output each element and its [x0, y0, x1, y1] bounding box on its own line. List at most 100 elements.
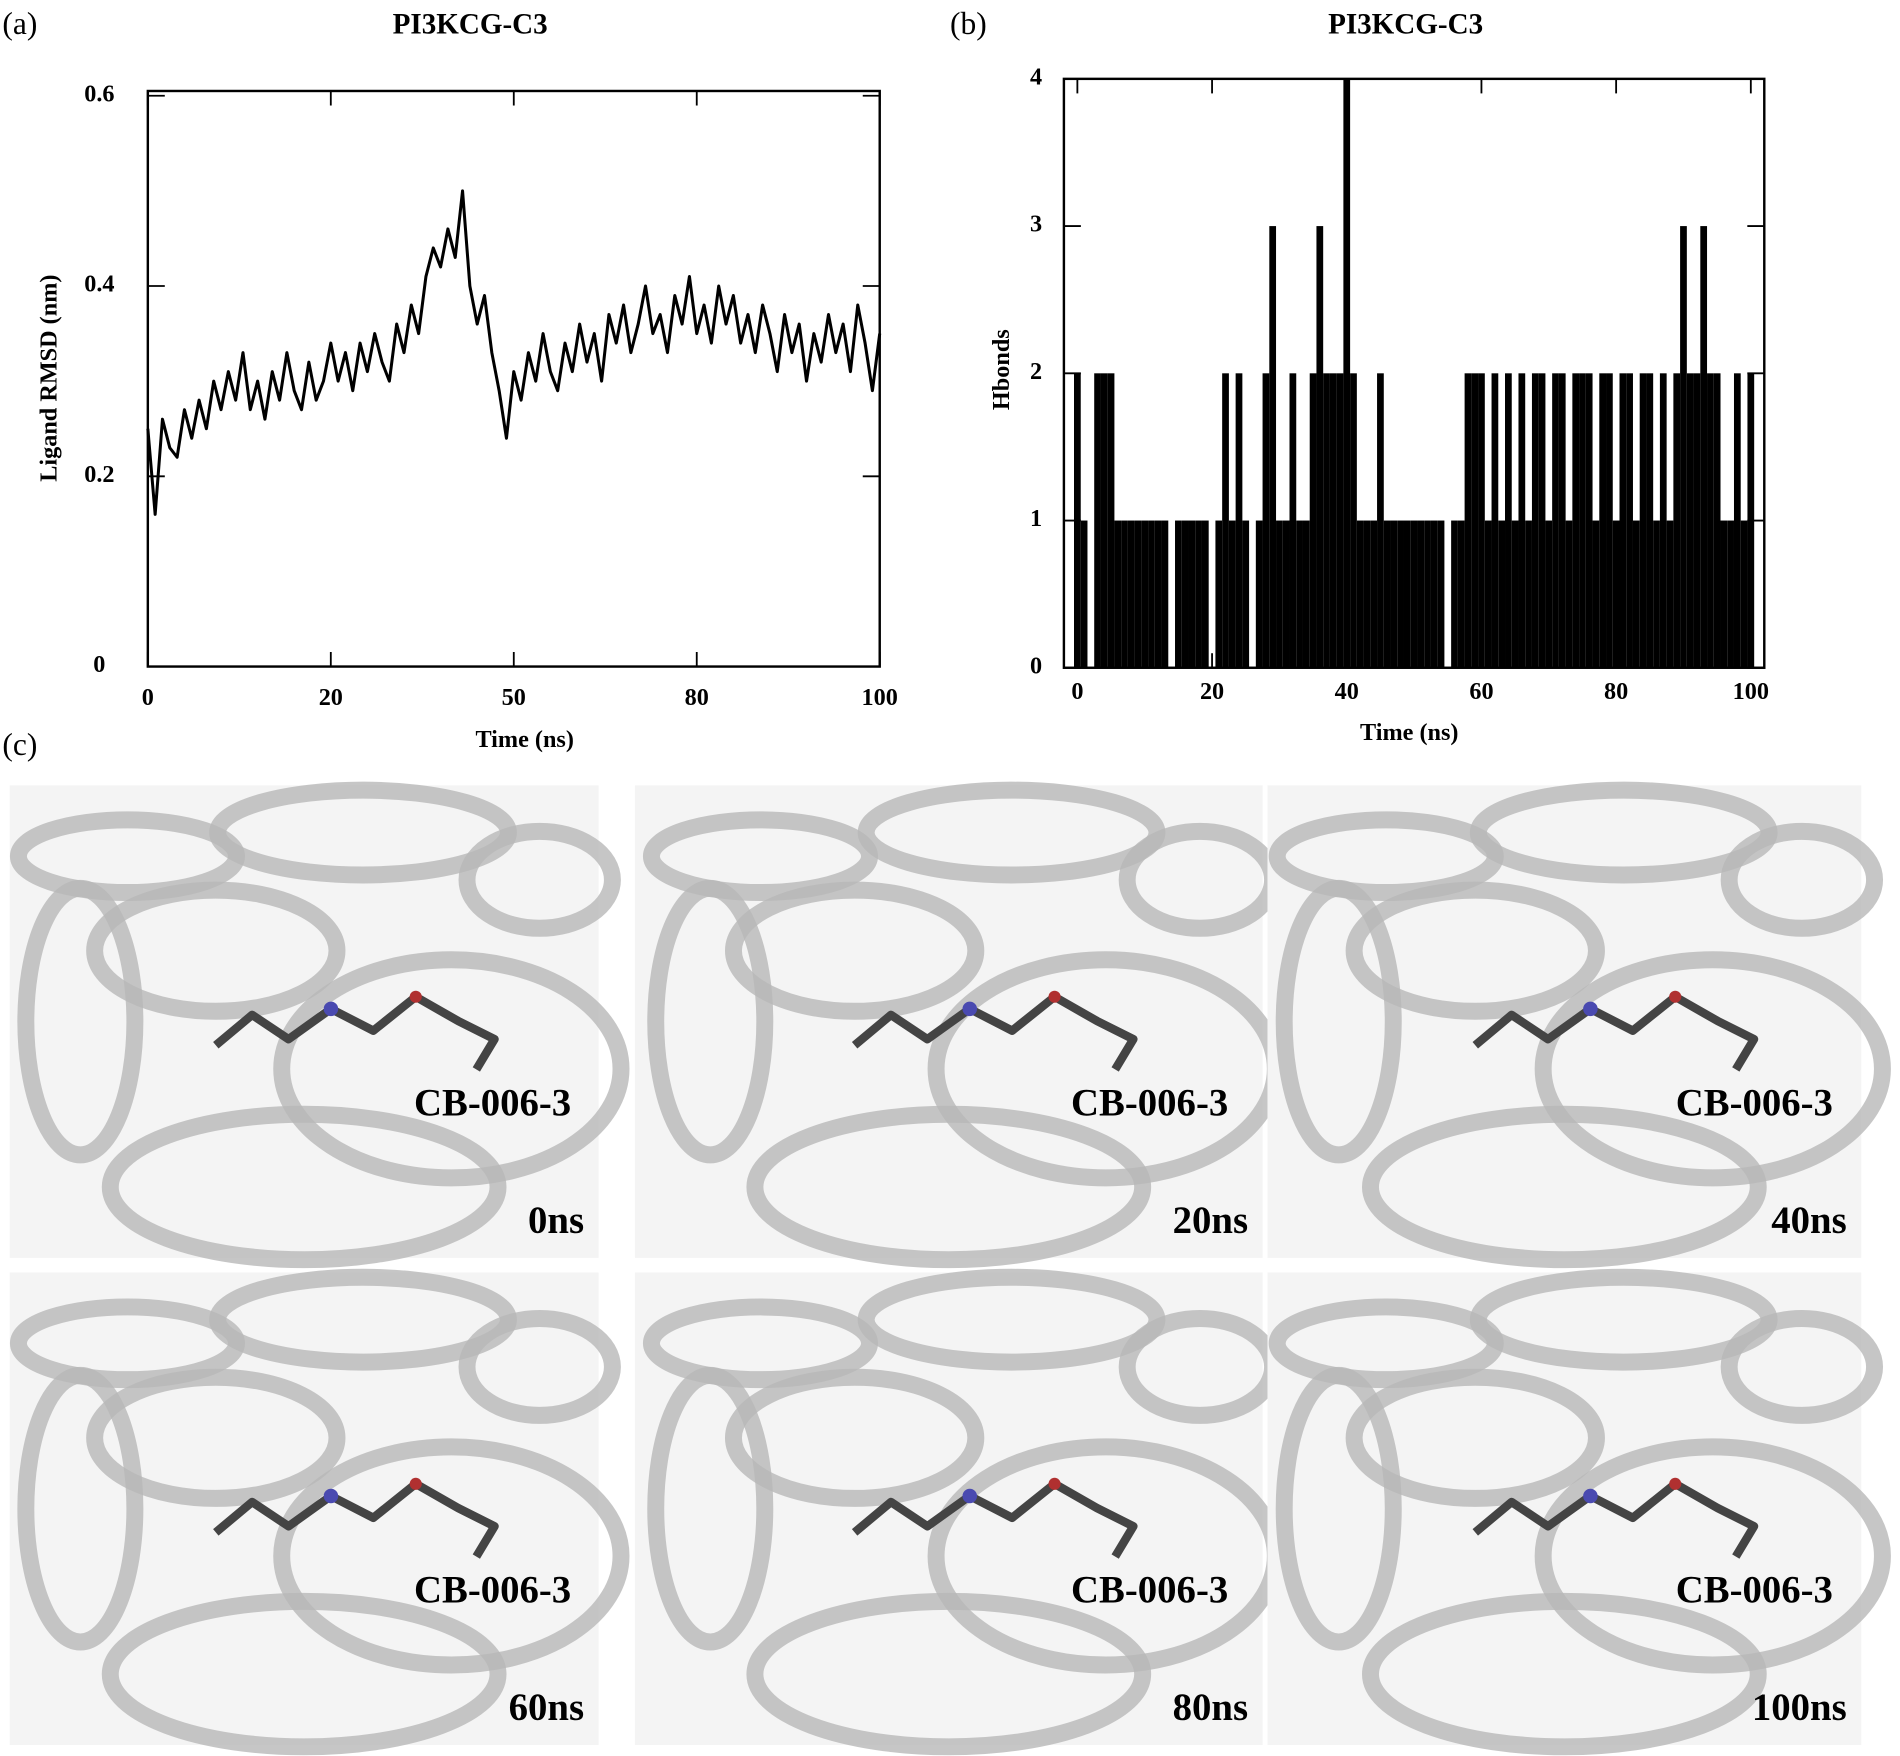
x-tick-label: 20 — [1200, 678, 1224, 705]
hbond-bar — [1713, 373, 1721, 668]
y-tick-label: 0 — [1030, 652, 1042, 679]
hbond-bar — [1323, 373, 1330, 668]
protein-ribbon — [1345, 881, 1605, 1020]
y-tick-label: 0.4 — [84, 271, 114, 298]
hbond-bar — [1451, 520, 1458, 668]
chart-title: PI3KCG-C3 — [393, 8, 548, 40]
hbond-bar — [1397, 520, 1404, 668]
ligand-atom — [323, 1488, 339, 1504]
y-axis-label: Ligand RMSD (nm) — [35, 275, 62, 482]
protein-ribbon — [1361, 1105, 1767, 1269]
hbond-bar — [1646, 373, 1654, 668]
hbond-bar — [1437, 520, 1445, 668]
hbond-bar — [1612, 520, 1620, 668]
protein-ribbon — [647, 1366, 774, 1651]
protein-ribbon — [86, 881, 346, 1020]
ligand-atom — [1048, 1477, 1061, 1490]
protein-ribbon — [101, 1105, 507, 1269]
x-tick-label: 100 — [862, 684, 898, 711]
hbond-bar — [1579, 373, 1586, 668]
snapshot-panel: CB-006-3 20ns — [634, 781, 1284, 1269]
x-tick-label: 80 — [685, 684, 709, 711]
ligand-stick — [213, 1479, 499, 1559]
snapshot-panel: CB-006-3 80ns — [634, 1268, 1284, 1756]
plot-frame — [146, 89, 881, 668]
protein-ribbon — [1534, 1438, 1891, 1674]
protein-ribbon — [17, 1366, 144, 1651]
hbond-bar — [1302, 520, 1310, 668]
ligand-label: CB-006-3 — [1676, 1569, 1833, 1612]
protein-ribbon — [647, 879, 774, 1164]
protein-ribbon — [642, 1298, 879, 1389]
ligand-atom — [1669, 990, 1682, 1003]
x-axis-label: Time (ns) — [475, 726, 573, 753]
ligand-atom — [1048, 990, 1061, 1003]
hbond-bar — [1390, 520, 1398, 668]
hbond-bar — [1242, 520, 1250, 668]
hbond-bar — [1626, 373, 1633, 668]
hbond-bar — [1511, 520, 1519, 668]
hbond-bar — [1269, 226, 1277, 668]
hbond-bar — [1114, 520, 1122, 668]
hbond-bar — [1606, 373, 1613, 668]
ligand-atom — [962, 1488, 978, 1504]
panel-label: (c) — [2, 727, 37, 762]
hbond-bar — [1195, 520, 1202, 668]
hbond-bar — [1538, 373, 1546, 668]
ligand-stick — [851, 992, 1138, 1072]
hbond-bar — [1457, 520, 1465, 668]
protein-ribbon — [273, 951, 630, 1187]
x-tick-label: 60 — [1469, 678, 1493, 705]
protein-ribbon — [1275, 1366, 1402, 1651]
hbond-bar — [1343, 78, 1351, 668]
ligand-atom — [323, 1001, 339, 1017]
ligand-label: CB-006-3 — [1071, 1569, 1228, 1612]
ligand-atom — [962, 1001, 978, 1017]
x-tick-label: 20 — [319, 684, 343, 711]
hbond-bar — [1134, 520, 1142, 668]
hbond-bar — [1498, 520, 1506, 668]
ligand-stick — [1472, 1479, 1759, 1559]
hbond-bar — [1356, 520, 1364, 668]
hbond-bar — [1599, 373, 1607, 668]
hbond-bar — [1215, 520, 1223, 668]
x-axis-label: Time (ns) — [1360, 719, 1458, 746]
x-tick-label: 100 — [1733, 678, 1769, 705]
hbond-bar — [1350, 373, 1357, 668]
protein-ribbon — [1720, 822, 1884, 937]
hbond-bar — [1700, 226, 1708, 668]
hbond-bar — [1363, 520, 1371, 668]
ligand-label: CB-006-3 — [414, 1569, 571, 1612]
hbond-bar — [1255, 520, 1263, 668]
protein-ribbon — [17, 879, 144, 1164]
protein-ribbon — [273, 1438, 630, 1674]
protein-ribbon — [1361, 1592, 1767, 1756]
hbond-bar — [1296, 520, 1303, 668]
hbond-bar — [1336, 373, 1344, 668]
hbond-bar — [1235, 373, 1243, 668]
rmsd-line — [146, 189, 882, 516]
protein-ribbon — [724, 1368, 985, 1507]
hbond-bar — [1558, 373, 1566, 668]
hbond-bar — [1377, 373, 1384, 668]
hbond-bar — [1666, 520, 1674, 668]
protein-ribbon — [1720, 1309, 1884, 1424]
hbond-bar — [1282, 520, 1290, 668]
hbond-bar — [1572, 373, 1580, 668]
hbond-bar — [1329, 373, 1337, 668]
ligand-atom — [409, 1477, 422, 1490]
hbond-bar — [1552, 373, 1559, 668]
ligand-atom — [1669, 1477, 1682, 1490]
y-tick-label: 0 — [93, 651, 105, 678]
hbond-bar — [1080, 520, 1088, 668]
plot-frame — [1062, 77, 1766, 669]
protein-ribbon — [458, 822, 621, 937]
hbond-bar — [1632, 520, 1640, 668]
protein-ribbon — [86, 1368, 346, 1507]
hbond-bar — [1693, 373, 1701, 668]
y-tick-label: 0.2 — [84, 461, 114, 488]
y-tick-label: 2 — [1030, 358, 1042, 385]
hbond-bar — [1276, 520, 1283, 668]
